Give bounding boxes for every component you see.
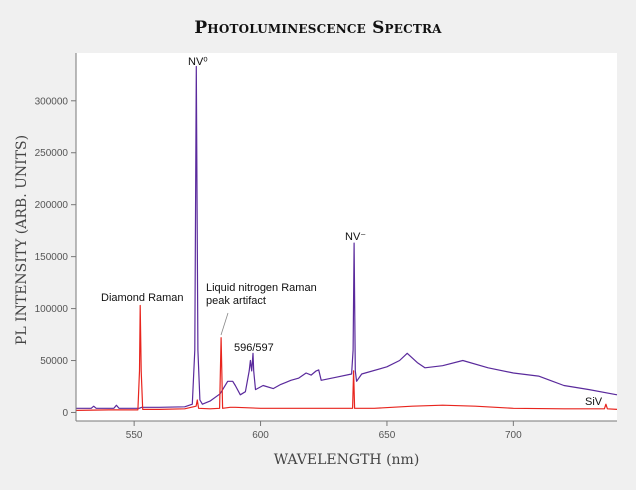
chart-title: Photoluminescence Spectra [194, 18, 442, 38]
annotation-596-597: 596/597 [234, 342, 274, 354]
annotation-nv-minus: NV⁻ [345, 231, 366, 243]
y-tick-label: 250000 [35, 148, 69, 159]
series-line-purple [76, 65, 618, 409]
series-line-red [75, 304, 618, 411]
x-tick-label: 600 [252, 430, 269, 441]
annotation-liquid-nitrogen-line1: Liquid nitrogen Raman [206, 282, 317, 294]
annotation-siv: SiV [585, 396, 603, 408]
annotation-liquid-nitrogen-line2: peak artifact [206, 295, 266, 307]
y-tick-label: 50000 [40, 356, 68, 367]
annotation-diamond-raman: Diamond Raman [101, 292, 184, 304]
y-tick-label: 150000 [35, 252, 69, 263]
y-tick-label: 100000 [35, 304, 69, 315]
annotation-nv0: NV⁰ [188, 56, 208, 68]
y-tick-label: 200000 [35, 200, 69, 211]
x-axis-label: WAVELENGTH (nm) [273, 452, 420, 468]
y-tick-label: 300000 [35, 96, 69, 107]
x-tick-label: 650 [379, 430, 396, 441]
x-tick-label: 700 [505, 430, 522, 441]
plot-area [76, 53, 617, 421]
x-tick-label: 550 [126, 430, 143, 441]
artifact-leader-line [220, 312, 229, 336]
y-tick-label: 0 [62, 408, 68, 419]
